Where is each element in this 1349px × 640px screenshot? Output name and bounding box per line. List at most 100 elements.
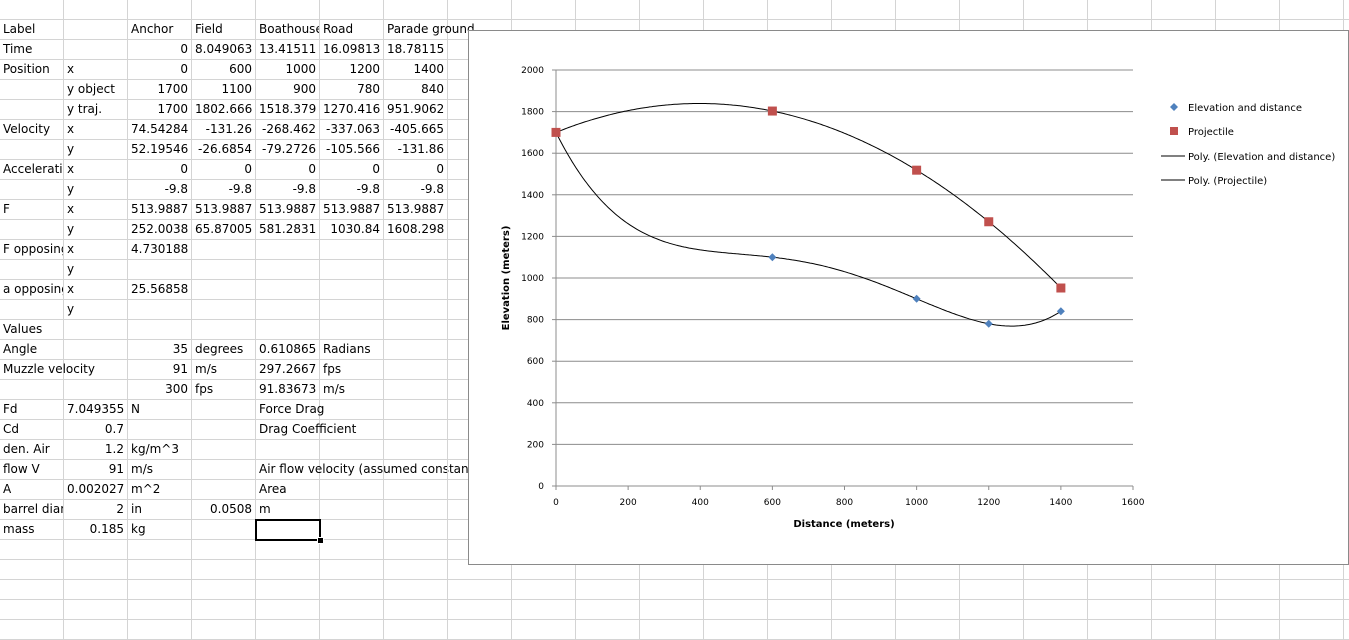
cell[interactable]: [384, 580, 448, 600]
cell[interactable]: [0, 620, 64, 640]
cell[interactable]: [256, 320, 320, 340]
cell[interactable]: [1152, 580, 1216, 600]
cell[interactable]: Area: [256, 480, 320, 500]
cell[interactable]: [1216, 600, 1280, 620]
cell[interactable]: 840: [384, 80, 448, 100]
cell[interactable]: [192, 260, 256, 280]
cell[interactable]: 91.83673: [256, 380, 320, 400]
cell[interactable]: [256, 260, 320, 280]
cell[interactable]: [0, 560, 64, 580]
cell[interactable]: [256, 440, 320, 460]
cell[interactable]: y object: [64, 80, 128, 100]
cell[interactable]: N: [128, 400, 192, 420]
cell[interactable]: [128, 600, 192, 620]
cell[interactable]: Radians: [320, 340, 384, 360]
cell[interactable]: 513.9887: [192, 200, 256, 220]
cell[interactable]: [896, 620, 960, 640]
cell[interactable]: [256, 0, 320, 20]
cell[interactable]: [256, 300, 320, 320]
cell[interactable]: 52.19546: [128, 140, 192, 160]
cell[interactable]: 300: [128, 380, 192, 400]
cell[interactable]: flow V: [0, 460, 64, 480]
cell[interactable]: 0: [128, 160, 192, 180]
cell[interactable]: [1280, 560, 1344, 580]
cell[interactable]: [1088, 620, 1152, 640]
cell[interactable]: [320, 520, 384, 540]
cell[interactable]: [128, 540, 192, 560]
cell[interactable]: [640, 560, 704, 580]
cell[interactable]: [384, 440, 448, 460]
cell[interactable]: y: [64, 300, 128, 320]
cell[interactable]: [0, 80, 64, 100]
cell[interactable]: 900: [256, 80, 320, 100]
cell[interactable]: [192, 240, 256, 260]
cell[interactable]: x: [64, 280, 128, 300]
cell[interactable]: [512, 620, 576, 640]
cell[interactable]: [384, 560, 448, 580]
cell[interactable]: [192, 520, 256, 540]
cell[interactable]: [192, 440, 256, 460]
cell[interactable]: [384, 400, 448, 420]
cell[interactable]: [384, 280, 448, 300]
cell[interactable]: barrel diameter: [0, 500, 64, 520]
cell[interactable]: kg/m^3: [128, 440, 192, 460]
cell[interactable]: [960, 560, 1024, 580]
cell[interactable]: 0.185: [64, 520, 128, 540]
cell[interactable]: 1000: [256, 60, 320, 80]
cell[interactable]: Force Drag: [256, 400, 324, 420]
cell[interactable]: [1024, 600, 1088, 620]
cell[interactable]: [64, 0, 128, 20]
cell[interactable]: [128, 320, 192, 340]
cell[interactable]: [384, 620, 448, 640]
cell[interactable]: [1024, 580, 1088, 600]
cell[interactable]: [64, 620, 128, 640]
cell[interactable]: [0, 220, 64, 240]
cell[interactable]: 74.54284: [128, 120, 192, 140]
cell[interactable]: [640, 580, 704, 600]
cell[interactable]: [320, 460, 384, 480]
cell[interactable]: 1700: [128, 100, 192, 120]
cell[interactable]: [384, 300, 448, 320]
cell[interactable]: 8.049063: [192, 40, 256, 60]
cell[interactable]: [896, 560, 960, 580]
cell[interactable]: [960, 620, 1024, 640]
cell[interactable]: [384, 360, 448, 380]
cell[interactable]: 35: [128, 340, 192, 360]
cell[interactable]: [384, 0, 448, 20]
cell[interactable]: x: [64, 240, 128, 260]
cell[interactable]: 0.610865: [256, 340, 320, 360]
cell[interactable]: [128, 560, 192, 580]
cell[interactable]: [1344, 0, 1349, 20]
cell[interactable]: [704, 580, 768, 600]
cell[interactable]: [128, 0, 192, 20]
cell[interactable]: [832, 600, 896, 620]
cell[interactable]: [64, 40, 128, 60]
cell[interactable]: 780: [320, 80, 384, 100]
cell[interactable]: [64, 580, 128, 600]
cell[interactable]: [832, 580, 896, 600]
cell[interactable]: [384, 600, 448, 620]
cell[interactable]: x: [64, 200, 128, 220]
cell[interactable]: 25.56858: [128, 280, 192, 300]
cell[interactable]: in: [128, 500, 192, 520]
cell[interactable]: F opposing: [0, 240, 64, 260]
cell[interactable]: 581.2831: [256, 220, 320, 240]
cell[interactable]: 1100: [192, 80, 256, 100]
cell[interactable]: [704, 0, 768, 20]
cell[interactable]: [960, 0, 1024, 20]
cell[interactable]: [320, 620, 384, 640]
cell[interactable]: [1216, 560, 1280, 580]
cell[interactable]: Acceleration: [0, 160, 64, 180]
cell[interactable]: 0.0508: [192, 500, 256, 520]
cell[interactable]: [1280, 600, 1344, 620]
cell[interactable]: x: [64, 160, 128, 180]
cell[interactable]: -337.063: [320, 120, 384, 140]
cell[interactable]: [320, 540, 384, 560]
cell[interactable]: [192, 480, 256, 500]
cell[interactable]: [384, 340, 448, 360]
cell[interactable]: 1802.666: [192, 100, 256, 120]
cell[interactable]: [0, 380, 64, 400]
cell[interactable]: [0, 540, 64, 560]
cell[interactable]: [768, 620, 832, 640]
cell[interactable]: [832, 620, 896, 640]
